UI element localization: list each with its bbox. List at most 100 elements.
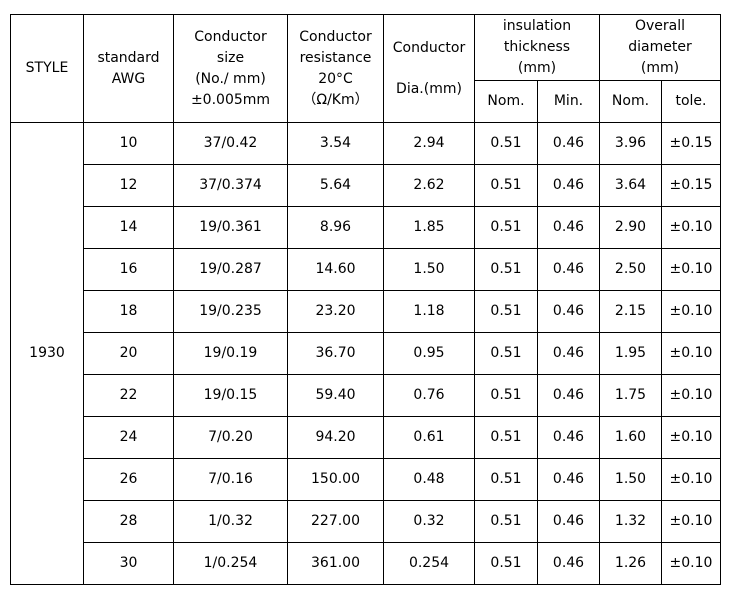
header-cell: Nom. — [474, 80, 538, 123]
data-row: 24 7/0.20 94.20 0.61 0.51 0.46 1.60 ±0.10 — [11, 416, 721, 459]
data-cell: 0.95 — [383, 332, 475, 375]
data-cell: 1.32 — [599, 500, 662, 543]
data-cell: 22 — [83, 374, 174, 417]
data-cell: 7/0.20 — [173, 416, 288, 459]
data-row: 22 19/0.15 59.40 0.76 0.51 0.46 1.75 ±0.10 — [11, 374, 721, 417]
header-cell: insulation thickness (mm) — [474, 14, 600, 81]
data-cell: 0.51 — [474, 500, 538, 543]
data-cell: 30 — [83, 542, 174, 585]
data-cell: 0.51 — [474, 164, 538, 207]
data-cell: 0.51 — [474, 122, 538, 165]
header-line: ±0.005mm — [190, 91, 271, 108]
data-cell: 1.26 — [599, 542, 662, 585]
data-cell: 2.50 — [599, 248, 662, 291]
header-line: AWG — [111, 70, 146, 87]
data-cell: 37/0.42 — [173, 122, 288, 165]
data-cell: 0.46 — [537, 500, 600, 543]
data-cell: 59.40 — [287, 374, 384, 417]
data-row: 18 19/0.235 23.20 1.18 0.51 0.46 2.15 ±0.10 — [11, 290, 721, 333]
header-line: standard — [97, 49, 160, 66]
data-cell: ±0.15 — [661, 122, 721, 165]
data-row: 12 37/0.374 5.64 2.62 0.51 0.46 3.64 ±0.15 — [11, 164, 721, 207]
data-cell: ±0.15 — [661, 164, 721, 207]
header-cell: Conductor resistance 20°C （Ω/Km） — [287, 14, 384, 123]
data-cell: 0.46 — [537, 458, 600, 501]
data-cell: 19/0.15 — [173, 374, 288, 417]
data-cell: 14.60 — [287, 248, 384, 291]
header-cell: Overall diameter (mm) — [599, 14, 721, 81]
data-cell: 0.46 — [537, 248, 600, 291]
data-cell: ±0.10 — [661, 206, 721, 249]
spec-table: STYLE standard AWG Conductor size (No./ mm) ±0… — [10, 14, 721, 585]
data-cell: 0.76 — [383, 374, 475, 417]
header-cell: Min. — [537, 80, 600, 123]
data-cell: 2.94 — [383, 122, 475, 165]
header-line: Dia.(mm) — [396, 80, 462, 97]
data-cell: 0.51 — [474, 374, 538, 417]
header-line: (mm) — [640, 60, 680, 76]
data-cell: ±0.10 — [661, 332, 721, 375]
data-cell: 3.54 — [287, 122, 384, 165]
data-cell: 1.60 — [599, 416, 662, 459]
data-cell: 0.46 — [537, 290, 600, 333]
data-row: 20 19/0.19 36.70 0.95 0.51 0.46 1.95 ±0.10 — [11, 332, 721, 375]
data-cell: 1.75 — [599, 374, 662, 417]
data-cell: 0.51 — [474, 542, 538, 585]
data-cell: 2.62 — [383, 164, 475, 207]
header-row: STYLE standard AWG Conductor size (No./ mm) ±0… — [10, 14, 721, 123]
data-cell: ±0.10 — [661, 500, 721, 543]
data-cell: 19/0.287 — [173, 248, 288, 291]
data-cell: 0.46 — [537, 416, 600, 459]
data-row: 30 1/0.254 361.00 0.254 0.51 0.46 1.26 ±0.10 — [11, 542, 721, 585]
data-cell: 0.254 — [383, 542, 475, 585]
data-cell: 16 — [83, 248, 174, 291]
data-cell: 0.46 — [537, 206, 600, 249]
data-cell: 23.20 — [287, 290, 384, 333]
data-cell: 0.46 — [537, 374, 600, 417]
data-cell: 2.90 — [599, 206, 662, 249]
data-cell: 0.48 — [383, 458, 475, 501]
header-cell: Conductor Dia.(mm) — [383, 14, 475, 123]
data-cell: ±0.10 — [661, 542, 721, 585]
data-cell: 1.85 — [383, 206, 475, 249]
header-cell: tole. — [661, 80, 721, 123]
data-cell: 150.00 — [287, 458, 384, 501]
data-cell: ±0.10 — [661, 416, 721, 459]
data-row: 16 19/0.287 14.60 1.50 0.51 0.46 2.50 ±0.10 — [11, 248, 721, 291]
header-line: size — [216, 49, 245, 66]
header-line: Overall — [634, 18, 686, 34]
data-cell: ±0.10 — [661, 374, 721, 417]
data-cell: 0.51 — [474, 290, 538, 333]
data-cell: 3.64 — [599, 164, 662, 207]
header-line: diameter — [628, 39, 692, 55]
header-line: Conductor — [392, 39, 466, 56]
data-cell: 0.51 — [474, 416, 538, 459]
data-cell: 19/0.19 — [173, 332, 288, 375]
spec-table-container: STYLE standard AWG Conductor size (No./ mm) ±0… — [10, 14, 721, 585]
data-cell: ±0.10 — [661, 290, 721, 333]
data-cell: 1/0.32 — [173, 500, 288, 543]
data-cell: 1/0.254 — [173, 542, 288, 585]
data-cell: 8.96 — [287, 206, 384, 249]
data-cell: 7/0.16 — [173, 458, 288, 501]
header-cell: STYLE — [10, 14, 84, 123]
data-cell: 0.61 — [383, 416, 475, 459]
data-cell: 36.70 — [287, 332, 384, 375]
data-cell: 12 — [83, 164, 174, 207]
header-cell: standard AWG — [83, 14, 174, 123]
header-line: Conductor — [299, 28, 372, 45]
data-row: 28 1/0.32 227.00 0.32 0.51 0.46 1.32 ±0.10 — [11, 500, 721, 543]
header-line: 20°C — [318, 70, 353, 87]
header-cell: Nom. — [599, 80, 662, 123]
header-cell: Conductor size (No./ mm) ±0.005mm — [173, 14, 288, 123]
data-cell: 20 — [83, 332, 174, 375]
data-cell: 0.51 — [474, 332, 538, 375]
data-cell: 3.96 — [599, 122, 662, 165]
data-row: 1930 10 37/0.42 3.54 2.94 0.51 0.46 3.96 ±0.15 — [10, 122, 721, 585]
header-line: thickness — [503, 39, 571, 55]
header-line: (mm) — [517, 60, 557, 76]
data-cell: 18 — [83, 290, 174, 333]
data-cell: 1.50 — [599, 458, 662, 501]
data-cell: ±0.10 — [661, 458, 721, 501]
data-cell: 0.51 — [474, 206, 538, 249]
